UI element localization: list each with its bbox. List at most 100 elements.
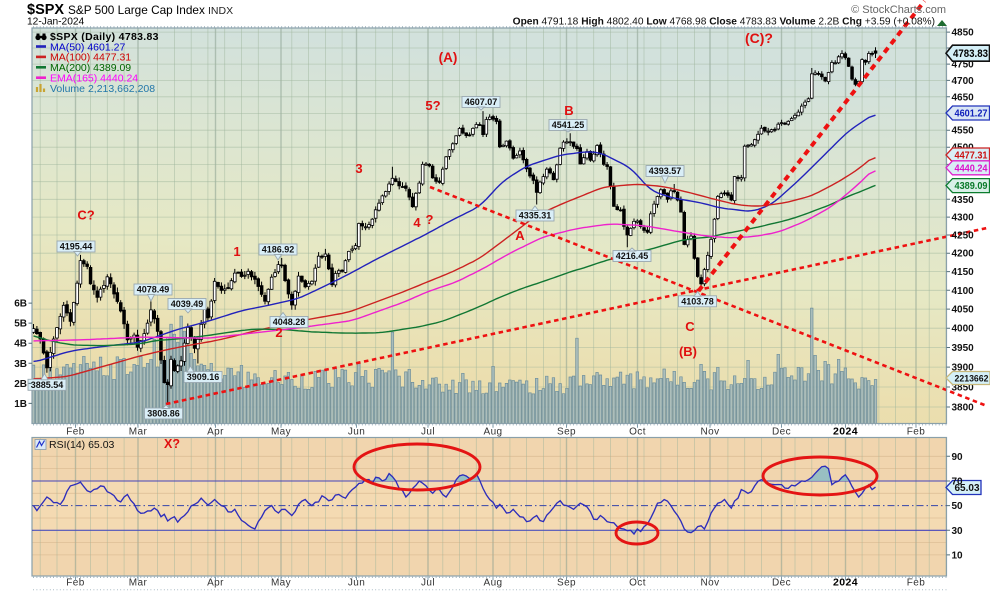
svg-text:4250: 4250: [952, 231, 975, 242]
svg-text:2B: 2B: [14, 379, 27, 390]
svg-text:Open 4791.18 High 4802.40 Low: Open 4791.18 High 4802.40 Low 4768.98 Cl…: [513, 17, 935, 28]
svg-text:4850: 4850: [952, 28, 975, 39]
svg-text:3885.54: 3885.54: [31, 380, 64, 390]
svg-text:65.03: 65.03: [955, 483, 980, 494]
svg-text:4078.49: 4078.49: [137, 285, 170, 295]
svg-text:4103.78: 4103.78: [681, 297, 714, 307]
svg-text:4601.27: 4601.27: [955, 108, 988, 120]
svg-text:4440.24: 4440.24: [955, 162, 988, 174]
svg-text:4607.07: 4607.07: [465, 97, 498, 107]
svg-text:X?: X?: [164, 437, 180, 451]
svg-text:1: 1: [233, 244, 240, 259]
svg-text:70: 70: [952, 477, 964, 488]
svg-text:Mar: Mar: [129, 578, 148, 589]
svg-text:4393.57: 4393.57: [649, 166, 682, 176]
svg-text:Sep: Sep: [557, 578, 576, 589]
svg-text:May: May: [271, 427, 291, 438]
svg-text:3808.86: 3808.86: [147, 409, 180, 419]
svg-text:Sep: Sep: [557, 427, 576, 438]
svg-text:C: C: [685, 319, 695, 334]
svg-text:50: 50: [952, 501, 964, 512]
svg-text:$SPX: $SPX: [27, 2, 64, 18]
svg-text:3909.16: 3909.16: [187, 372, 220, 382]
svg-text:INDX: INDX: [208, 5, 233, 17]
svg-text:4389.09: 4389.09: [955, 180, 988, 192]
svg-text:May: May: [271, 578, 291, 589]
svg-text:3: 3: [355, 161, 362, 176]
svg-text:4195.44: 4195.44: [60, 242, 93, 252]
svg-text:Apr: Apr: [207, 578, 224, 589]
svg-text:(B): (B): [679, 344, 697, 359]
svg-text:4B: 4B: [14, 339, 27, 350]
svg-text:Oct: Oct: [629, 578, 646, 589]
svg-text:3800: 3800: [952, 403, 975, 414]
svg-text:4335.31: 4335.31: [519, 211, 552, 221]
svg-text:2024: 2024: [833, 426, 858, 438]
svg-text:12-Jan-2024: 12-Jan-2024: [27, 17, 85, 28]
svg-text:1B: 1B: [14, 399, 27, 410]
svg-text:6B: 6B: [14, 299, 27, 310]
svg-text:4650: 4650: [952, 92, 975, 103]
svg-text:4700: 4700: [952, 76, 975, 87]
svg-text:Nov: Nov: [701, 427, 720, 438]
svg-text:4050: 4050: [952, 305, 975, 316]
svg-text:B: B: [564, 103, 573, 118]
svg-text:Dec: Dec: [772, 578, 791, 589]
svg-text:30: 30: [952, 526, 964, 537]
svg-text:Jun: Jun: [348, 427, 365, 438]
svg-text:(C)?: (C)?: [745, 30, 773, 46]
svg-text:3B: 3B: [14, 359, 27, 370]
svg-text:© StockCharts.com: © StockCharts.com: [851, 4, 946, 16]
svg-text:4550: 4550: [952, 126, 975, 137]
svg-text:MA(100) 4477.31: MA(100) 4477.31: [50, 52, 131, 64]
svg-text:4000: 4000: [952, 324, 975, 335]
svg-text:Feb: Feb: [907, 578, 925, 589]
svg-text:4541.25: 4541.25: [552, 120, 585, 130]
svg-text:Apr: Apr: [207, 427, 224, 438]
svg-text:Dec: Dec: [772, 427, 791, 438]
svg-text:EMA(165) 4440.24: EMA(165) 4440.24: [50, 73, 138, 85]
svg-text:Aug: Aug: [484, 427, 503, 438]
svg-text:90: 90: [952, 452, 964, 463]
svg-text:MA(200) 4389.09: MA(200) 4389.09: [50, 62, 131, 74]
svg-text:Aug: Aug: [484, 578, 503, 589]
svg-text:Volume 2,213,662,208: Volume 2,213,662,208: [50, 83, 155, 95]
svg-text:C?: C?: [77, 208, 94, 223]
svg-text:4186.92: 4186.92: [262, 245, 295, 255]
svg-text:Jun: Jun: [348, 578, 365, 589]
svg-text:3850: 3850: [952, 383, 975, 394]
svg-text:4750: 4750: [952, 60, 975, 71]
svg-text:4783.83: 4783.83: [953, 48, 988, 60]
svg-text:2024: 2024: [833, 577, 858, 589]
svg-text:?: ?: [426, 212, 434, 227]
svg-text:Nov: Nov: [701, 578, 720, 589]
svg-text:Oct: Oct: [629, 427, 646, 438]
svg-text:4200: 4200: [952, 249, 975, 260]
svg-text:Mar: Mar: [129, 427, 148, 438]
svg-text:Feb: Feb: [66, 427, 84, 438]
svg-text:Jul: Jul: [421, 578, 435, 589]
svg-text:4300: 4300: [952, 213, 975, 224]
svg-text:Feb: Feb: [66, 578, 84, 589]
svg-text:A: A: [515, 228, 525, 243]
svg-text:(A): (A): [439, 50, 458, 65]
svg-text:3950: 3950: [952, 343, 975, 354]
svg-text:4350: 4350: [952, 195, 975, 206]
svg-text:Feb: Feb: [907, 427, 925, 438]
svg-text:$SPX (Daily) 4783.83: $SPX (Daily) 4783.83: [50, 31, 159, 43]
svg-text:2213662: 2213662: [955, 374, 989, 385]
svg-text:4048.28: 4048.28: [273, 317, 306, 327]
svg-text:4: 4: [413, 215, 421, 230]
svg-text:RSI(14) 65.03: RSI(14) 65.03: [49, 439, 115, 451]
svg-text:4150: 4150: [952, 267, 975, 278]
svg-text:2: 2: [275, 325, 282, 340]
svg-text:5?: 5?: [425, 98, 440, 113]
svg-text:4477.31: 4477.31: [955, 150, 988, 162]
svg-text:4100: 4100: [952, 286, 975, 297]
svg-text:4039.49: 4039.49: [171, 299, 204, 309]
svg-text:3900: 3900: [952, 363, 975, 374]
svg-text:S&P 500 Large Cap Index: S&P 500 Large Cap Index: [68, 3, 205, 17]
svg-text:MA(50) 4601.27: MA(50) 4601.27: [50, 41, 125, 53]
svg-text:10: 10: [952, 550, 964, 561]
svg-text:4216.45: 4216.45: [616, 251, 649, 261]
